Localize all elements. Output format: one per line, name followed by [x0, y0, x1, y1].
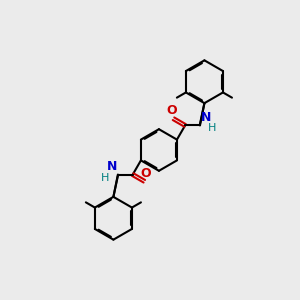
Text: O: O — [140, 167, 151, 180]
Text: O: O — [167, 104, 177, 117]
Text: H: H — [101, 172, 110, 182]
Text: N: N — [201, 111, 211, 124]
Text: H: H — [208, 123, 217, 134]
Text: N: N — [107, 160, 117, 173]
